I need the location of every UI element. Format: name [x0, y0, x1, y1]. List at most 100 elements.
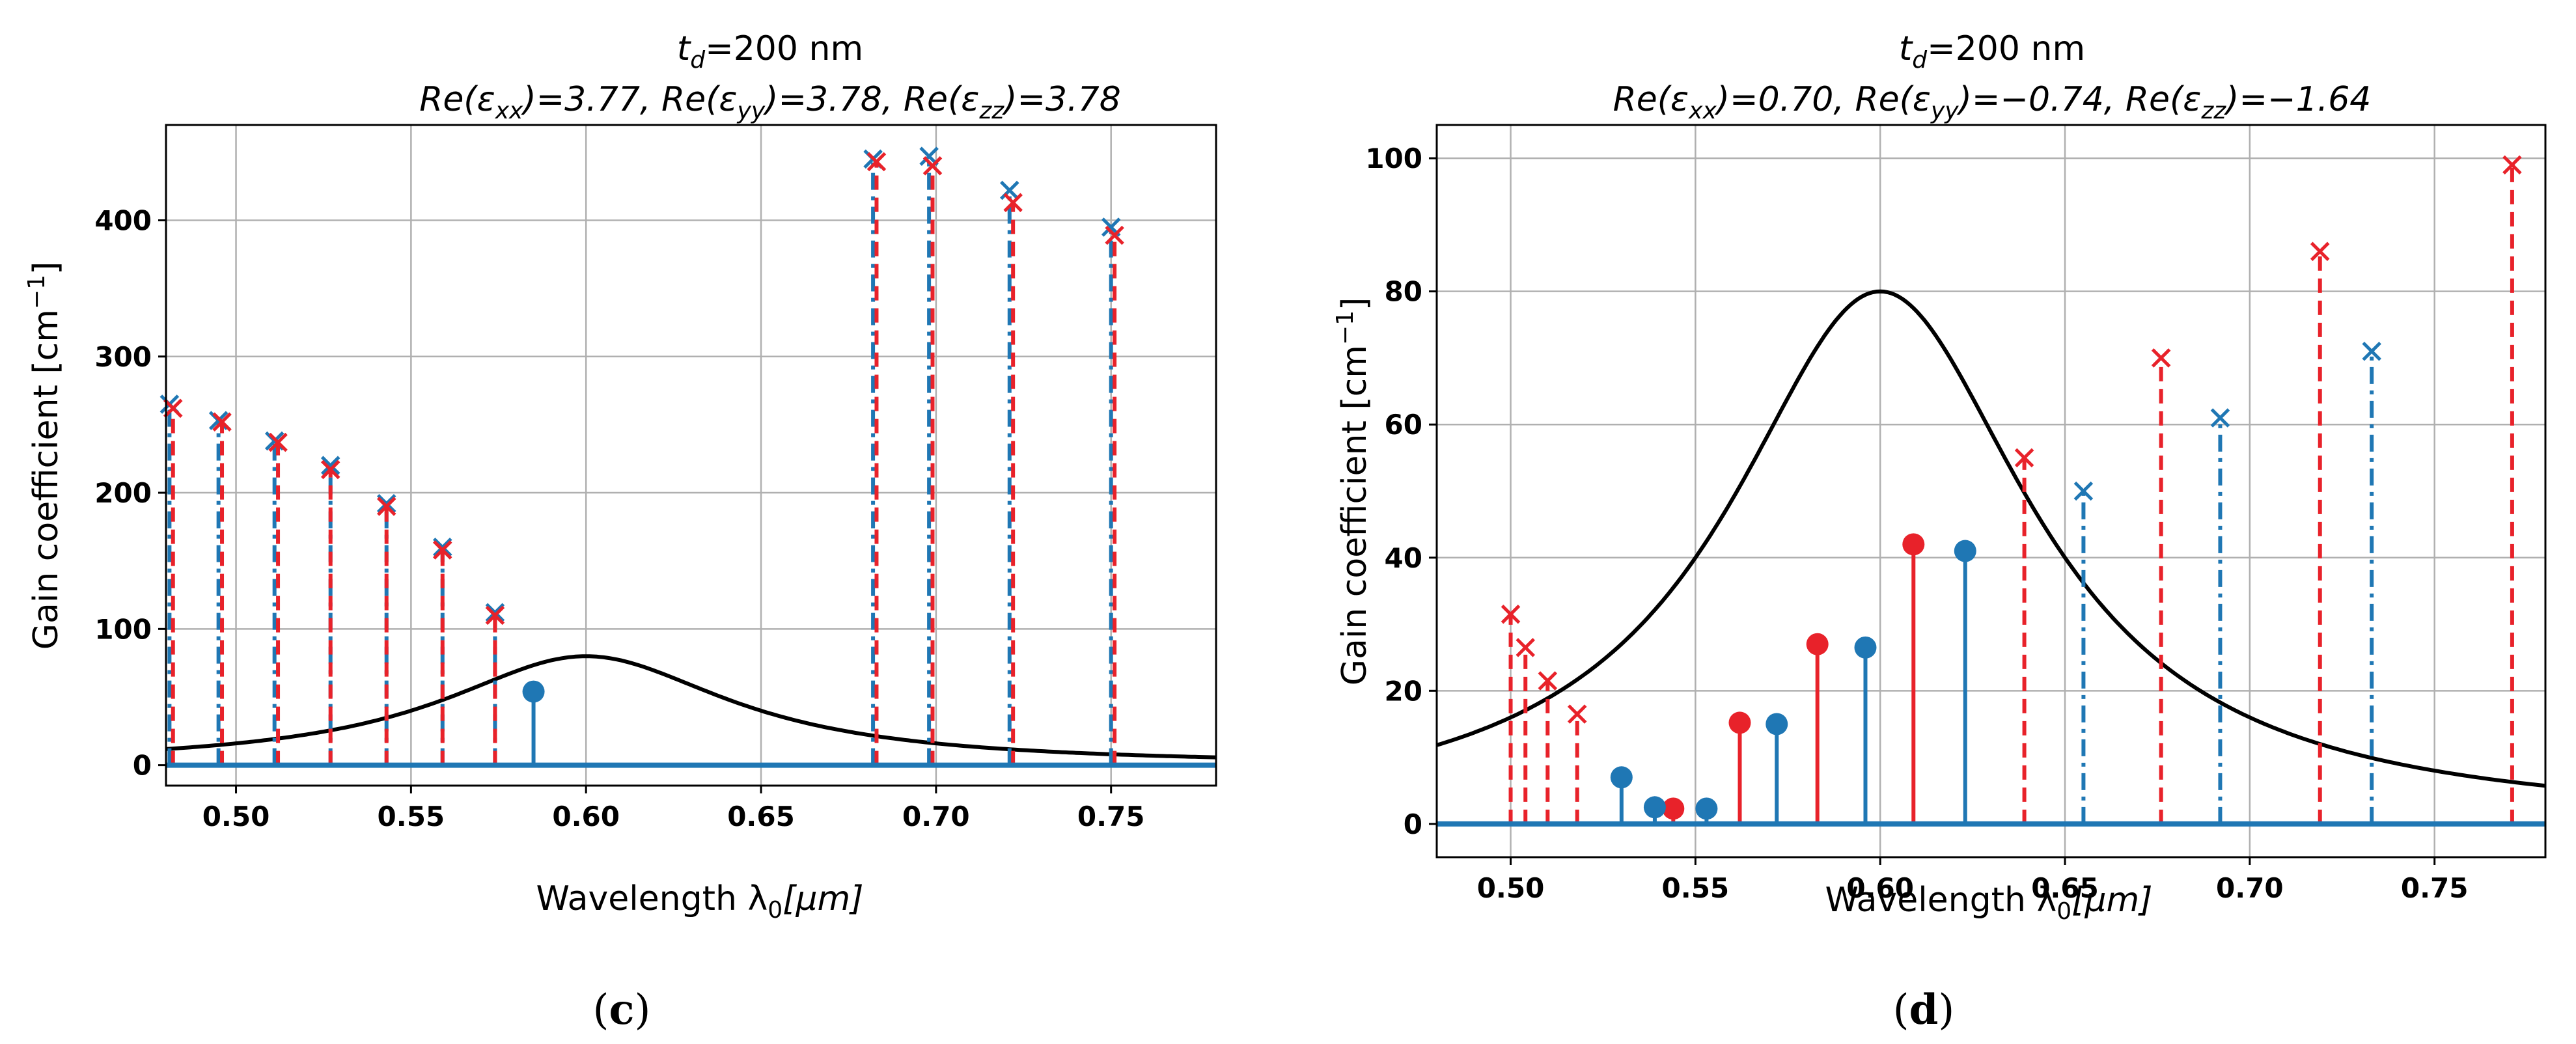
title-part: )=−1.64 — [2223, 80, 2371, 119]
x-tick-label: 0.70 — [902, 801, 970, 832]
xlabel-text: Wavelength λ — [536, 879, 768, 918]
y-tick-label: 0 — [133, 750, 152, 782]
panel-c: td=200 nm Re(εxx)=3.77, Re(εyy)=3.78, Re… — [23, 29, 1217, 1034]
stem-marker-dot — [1643, 796, 1666, 819]
panel-label-letter: c — [609, 985, 635, 1034]
title-t-symbol: t — [1899, 29, 1913, 68]
panel-c-ticks: 0.50 0.55 0.60 0.65 0.70 0.75 0 100 200 300 400 — [94, 204, 1144, 832]
title-sub: xx — [1688, 98, 1717, 124]
x-tick-label: 0.70 — [2216, 872, 2284, 904]
stem-marker-cross — [432, 540, 452, 560]
stem-marker-cross — [1516, 638, 1536, 657]
y-tick-label: 300 — [94, 341, 152, 373]
panel-c-title-line1: td=200 nm — [677, 29, 863, 74]
title-t-subscript: d — [1912, 47, 1928, 74]
panel-d-plot-area — [1436, 155, 2546, 827]
y-tick-label: 100 — [1365, 143, 1422, 174]
y-tick-label: 40 — [1385, 542, 1422, 574]
stem-marker-cross — [1000, 180, 1019, 200]
stem-marker-dot — [1806, 633, 1829, 655]
panel-d-grid — [1437, 125, 2545, 857]
x-tick-label: 0.55 — [378, 801, 445, 832]
panel-d-ylabel: Gain coefficient [cm−1] — [1332, 297, 1374, 686]
title-part: )=3.78 — [1001, 80, 1121, 119]
stem-marker-cross — [2362, 341, 2381, 361]
x-tick-label: 0.55 — [1662, 872, 1730, 904]
panel-c-plot-area — [159, 146, 1217, 768]
stem-marker-cross — [2310, 241, 2330, 262]
ylabel-sup: −1 — [1332, 310, 1359, 345]
stem-marker-cross — [1538, 671, 1558, 691]
title-sub: zz — [978, 98, 1004, 124]
series-blue-solid-dot — [522, 680, 545, 765]
stem-marker-cross — [2151, 348, 2171, 368]
x-tick-label: 0.60 — [1846, 872, 1914, 904]
title-part: )=−0.74, Re(ε — [1956, 80, 2202, 119]
stem-marker-dot — [1954, 540, 1976, 562]
stem-marker-cross — [485, 603, 505, 622]
x-tick-label: 0.60 — [552, 801, 620, 832]
stem-marker-cross — [376, 497, 396, 516]
panel-d-ticks: 0.50 0.55 0.60 0.65 0.70 0.75 0 20 40 60 80 100 — [1365, 143, 2468, 904]
stem-marker-cross — [268, 432, 288, 452]
panel-label-close: ) — [1938, 986, 1954, 1034]
stem-marker-dot — [522, 680, 545, 703]
title-sub: yy — [737, 98, 766, 124]
ylabel-sup: −1 — [23, 275, 50, 309]
panel-label-open: ( — [1893, 986, 1909, 1034]
x-tick-label: 0.75 — [2401, 872, 2469, 904]
stem-marker-cross — [485, 605, 505, 625]
xlabel-text: Wavelength λ — [1825, 881, 2057, 920]
title-sub: xx — [495, 98, 523, 124]
stem-marker-dot — [1610, 766, 1633, 789]
title-t-subscript: d — [690, 47, 706, 74]
ylabel-text: Gain coefficient [cm — [1335, 345, 1374, 685]
stem-marker-cross — [922, 156, 943, 176]
panel-c-xlabel: Wavelength λ0[μm] — [536, 879, 864, 924]
panel-d: td=200 nm Re(εxx)=0.70, Re(εyy)=−0.74, R… — [1332, 29, 2547, 1034]
y-tick-label: 80 — [1385, 276, 1422, 308]
stem-marker-cross — [1003, 193, 1023, 213]
xlabel-unit: [μm] — [2071, 881, 2152, 920]
stem-marker-dot — [1695, 797, 1718, 820]
ylabel-close: ] — [1335, 297, 1374, 310]
stem-marker-cross — [320, 460, 340, 480]
stem-marker-dot — [1728, 711, 1751, 734]
panel-d-label: (d) — [1893, 985, 1955, 1034]
panel-label-letter: d — [1909, 985, 1939, 1034]
gain-lorentzian-curve — [1436, 289, 2546, 788]
series-red-solid-dot — [1662, 533, 1925, 824]
y-tick-label: 0 — [1404, 808, 1422, 840]
stem-marker-dot — [1662, 797, 1685, 820]
stem-marker-cross — [432, 537, 452, 557]
y-tick-label: 200 — [94, 477, 152, 509]
title-part: Re(ε — [1613, 80, 1689, 119]
title-part: )=3.77, Re(ε — [520, 80, 737, 119]
series-blue-dashdot-cross — [159, 146, 1121, 765]
panel-label-close: ) — [634, 986, 650, 1034]
y-tick-label: 400 — [94, 204, 152, 236]
panel-d-xlabel: Wavelength λ0[μm] — [1825, 881, 2153, 925]
title-part: )=3.78, Re(ε — [762, 80, 979, 119]
xlabel-unit: [μm] — [782, 879, 863, 918]
title-line1-rest: =200 nm — [705, 29, 863, 68]
stem-marker-cross — [376, 494, 396, 514]
stem-marker-cross — [320, 456, 340, 475]
series-red-dashed-cross — [1501, 155, 2522, 824]
ylabel-text: Gain coefficient [cm — [27, 309, 66, 650]
y-tick-label: 60 — [1385, 409, 1422, 441]
panel-c-axes-frame — [165, 124, 1217, 787]
stem-marker-cross — [2210, 408, 2230, 428]
gain-lorentzian-curve — [165, 654, 1217, 760]
title-part: )=0.70, Re(ε — [1714, 80, 1931, 119]
title-line1-rest: =200 nm — [1927, 29, 2085, 68]
series-red-dashed-cross — [163, 152, 1124, 765]
x-tick-label: 0.75 — [1077, 801, 1145, 832]
panel-d-axes-frame — [1435, 124, 2547, 859]
stem-marker-cross — [212, 412, 232, 432]
y-tick-label: 100 — [94, 613, 152, 645]
xlabel-sub: 0 — [768, 897, 782, 924]
series-blue-solid-dot — [1610, 540, 1976, 824]
panel-c-ylabel: Gain coefficient [cm−1] — [23, 262, 66, 650]
